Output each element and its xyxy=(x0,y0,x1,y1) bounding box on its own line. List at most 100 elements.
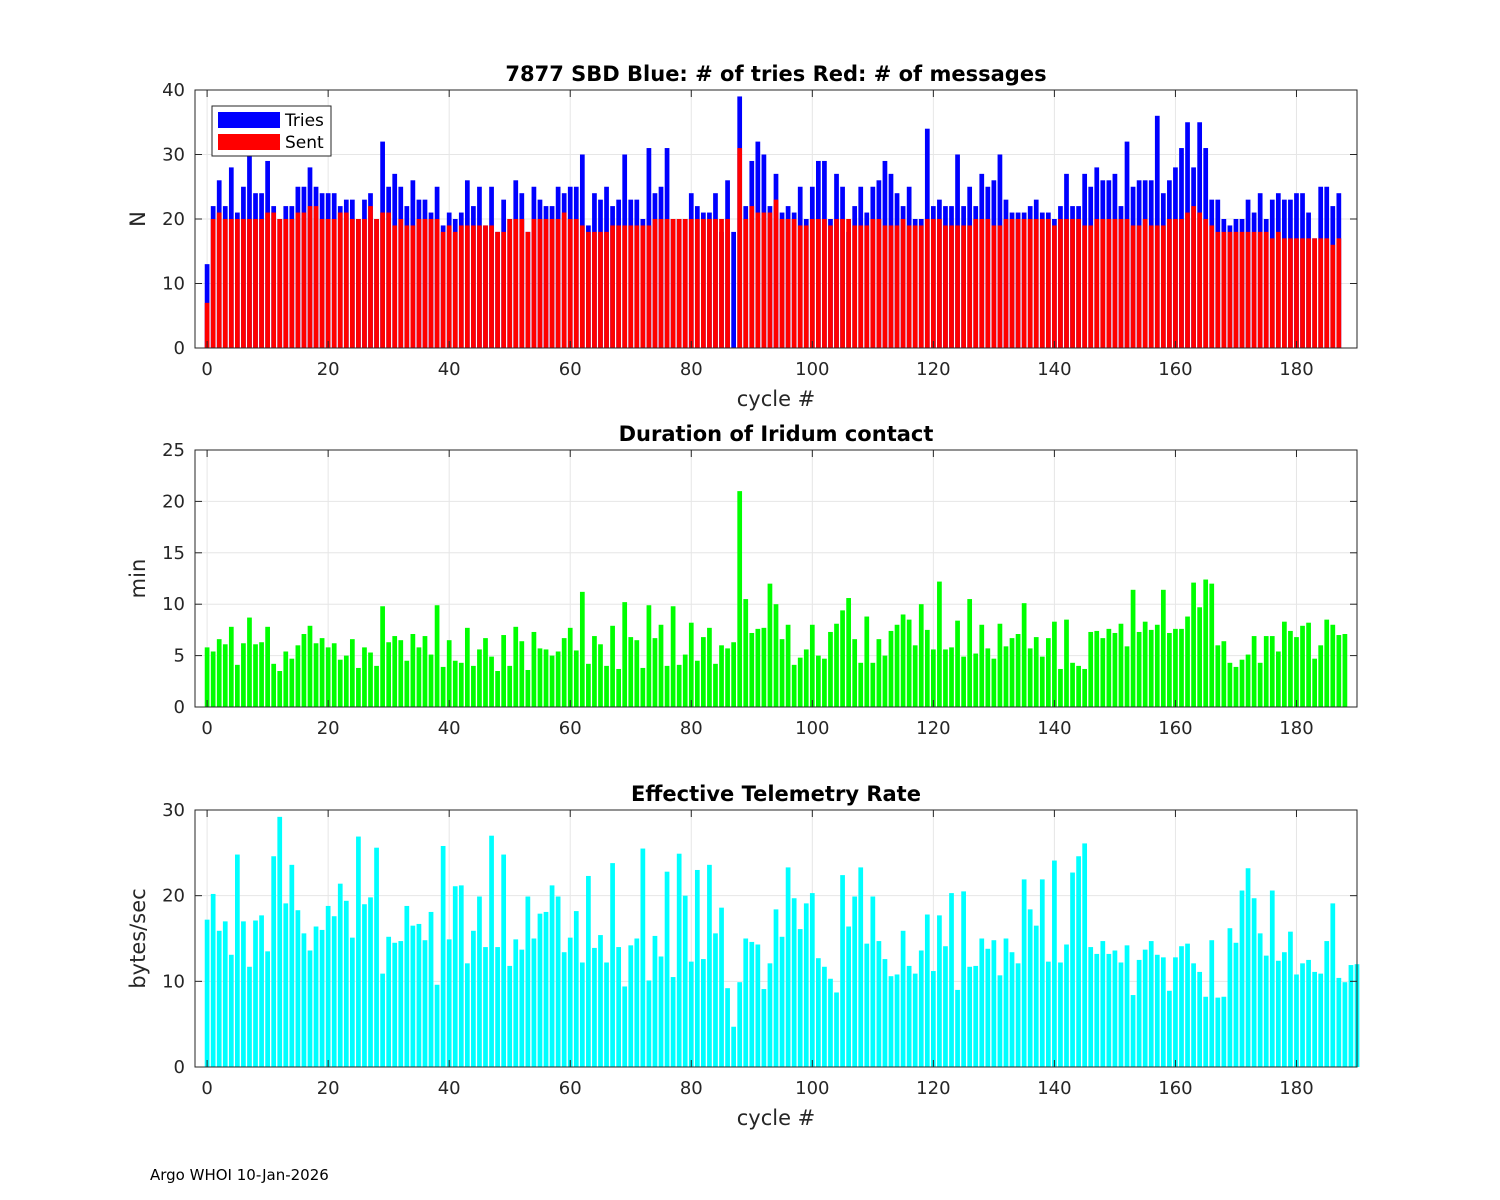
bar xyxy=(761,989,767,1067)
bar xyxy=(694,869,700,1067)
bar xyxy=(1245,868,1251,1067)
bar xyxy=(1179,628,1184,707)
bar xyxy=(567,219,573,348)
bar xyxy=(295,910,301,1067)
bar xyxy=(1282,621,1287,707)
series-rate xyxy=(204,816,1360,1067)
bar xyxy=(1033,637,1039,707)
plot-tries-sent: 0 20 40 60 80 100 120 140 160 180 0 10 20 30 40 7877 SB… xyxy=(126,62,1358,411)
bar xyxy=(1106,219,1112,348)
bar xyxy=(912,225,918,348)
bar xyxy=(1009,952,1015,1067)
bar xyxy=(652,935,658,1067)
bar xyxy=(670,977,676,1067)
bar xyxy=(1336,635,1342,707)
bar xyxy=(253,219,258,348)
bar xyxy=(1251,636,1257,707)
bar xyxy=(277,219,283,348)
x-tick-label: 120 xyxy=(916,359,950,380)
x-tick-label: 60 xyxy=(559,359,582,380)
x-tick-label: 40 xyxy=(438,718,461,739)
bar xyxy=(737,491,743,707)
bar xyxy=(313,206,319,348)
bar xyxy=(834,219,839,348)
bar xyxy=(598,935,603,1067)
bar xyxy=(349,937,355,1067)
bar xyxy=(325,219,331,348)
bar xyxy=(228,954,234,1067)
bar xyxy=(912,973,918,1067)
bar xyxy=(1148,941,1154,1067)
bar xyxy=(852,639,858,707)
bar xyxy=(773,909,779,1067)
bar xyxy=(356,836,361,1067)
bar xyxy=(949,893,954,1067)
bar xyxy=(779,936,785,1067)
bar xyxy=(1294,637,1299,707)
bar xyxy=(1027,219,1033,348)
bar xyxy=(374,847,379,1067)
bar xyxy=(755,944,761,1067)
bar xyxy=(1342,634,1348,707)
x-tick-label: 180 xyxy=(1279,359,1313,380)
bar xyxy=(586,663,591,707)
bar xyxy=(622,602,628,707)
bar xyxy=(985,948,991,1067)
bar xyxy=(864,616,870,707)
bar xyxy=(991,225,997,348)
x-tick-label: 0 xyxy=(201,718,212,739)
bar xyxy=(471,665,476,707)
bar xyxy=(380,973,385,1067)
bar xyxy=(646,980,652,1067)
bar xyxy=(1209,940,1215,1067)
y-tick-label: 30 xyxy=(162,145,185,166)
bar xyxy=(1245,231,1251,348)
bar xyxy=(846,926,851,1067)
legend-swatch-tries xyxy=(218,112,280,128)
bar xyxy=(785,624,791,707)
bar xyxy=(1070,219,1075,348)
bar xyxy=(259,642,264,707)
bar xyxy=(1039,219,1045,348)
bar xyxy=(937,915,942,1067)
bar xyxy=(1203,996,1209,1067)
bar xyxy=(1160,225,1166,348)
bar xyxy=(337,883,343,1067)
bar xyxy=(1197,607,1203,707)
bar xyxy=(707,864,712,1067)
bar xyxy=(1330,903,1336,1067)
bar xyxy=(1336,977,1342,1067)
bar xyxy=(719,907,724,1067)
bar xyxy=(1136,631,1142,707)
bar xyxy=(918,225,924,348)
bar xyxy=(785,219,791,348)
bar xyxy=(471,930,476,1067)
bar xyxy=(1045,961,1051,1067)
bar xyxy=(876,639,882,707)
bar xyxy=(991,658,997,707)
bar xyxy=(858,225,864,348)
bar xyxy=(1263,636,1269,707)
bar xyxy=(349,219,355,348)
x-tick-label: 180 xyxy=(1279,1078,1313,1099)
bar xyxy=(1082,843,1088,1067)
bar xyxy=(241,643,246,707)
bar xyxy=(1318,973,1324,1067)
bar xyxy=(628,637,634,707)
legend-label-sent: Sent xyxy=(285,133,324,153)
bar xyxy=(840,610,845,707)
bar xyxy=(452,231,458,348)
bar xyxy=(235,854,240,1067)
x-tick-label: 20 xyxy=(317,359,340,380)
bar xyxy=(1027,648,1033,707)
bar xyxy=(519,641,525,707)
bar xyxy=(973,219,979,348)
bar xyxy=(222,644,228,707)
bar xyxy=(1052,860,1057,1067)
bar xyxy=(943,649,948,707)
bar xyxy=(567,937,573,1067)
bar xyxy=(573,650,579,707)
bar xyxy=(1306,959,1311,1067)
bar xyxy=(634,938,640,1067)
bar xyxy=(1106,628,1112,707)
